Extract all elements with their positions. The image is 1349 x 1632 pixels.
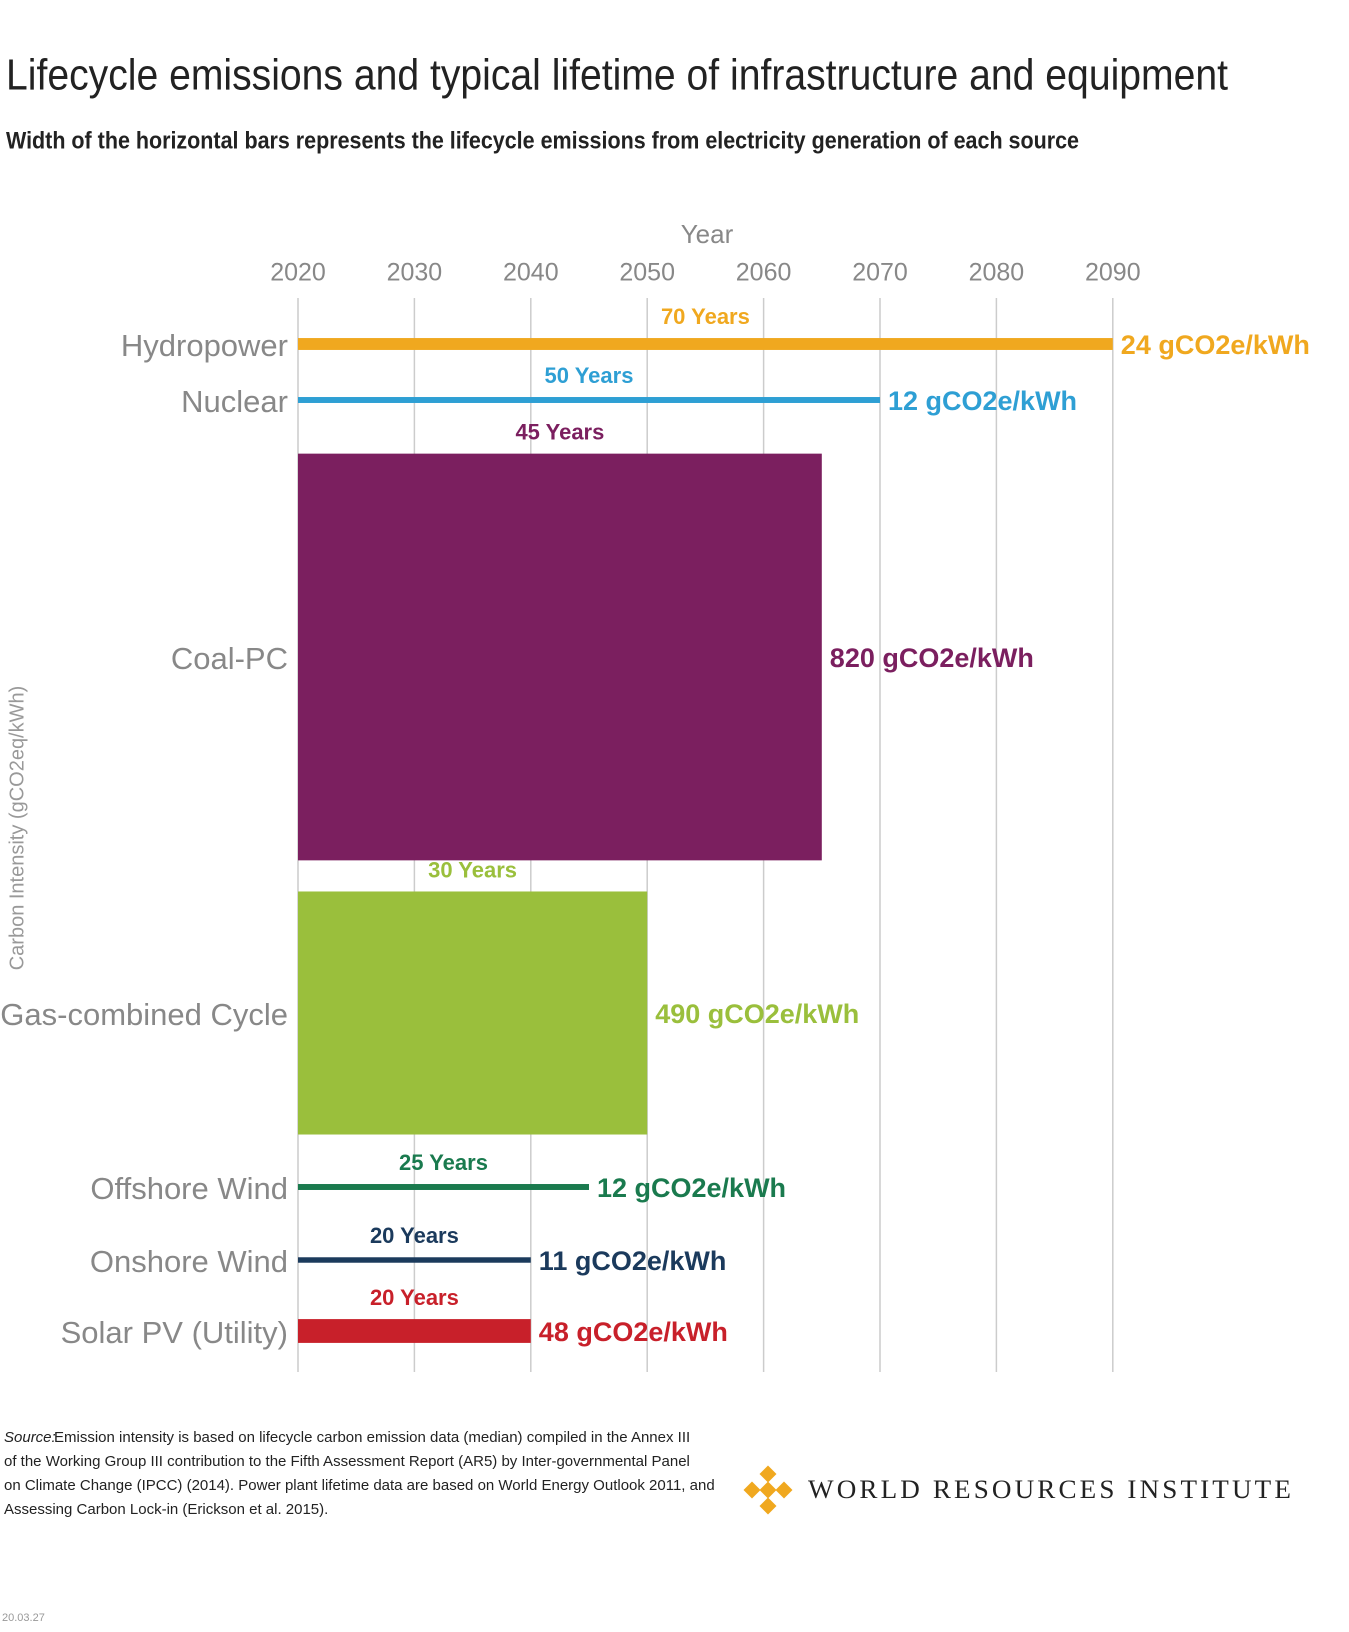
emission-label: 24 gCO2e/kWh xyxy=(1121,330,1310,360)
bar xyxy=(298,1184,589,1190)
chart-subtitle: Width of the horizontal bars represents … xyxy=(6,127,1079,154)
x-axis-label: Year xyxy=(681,219,734,249)
x-tick-label: 2030 xyxy=(387,259,443,287)
x-tick-label: 2080 xyxy=(969,259,1025,287)
x-tick-label: 2060 xyxy=(736,259,792,287)
emission-label: 820 gCO2e/kWh xyxy=(830,643,1034,673)
date: 20.03.27 xyxy=(2,1612,45,1624)
source-line: Emission intensity is based on lifecycle… xyxy=(54,1429,690,1446)
lifetime-label: 70 Years xyxy=(661,304,750,329)
x-tick-label: 2020 xyxy=(270,259,326,287)
x-tick-label: 2050 xyxy=(619,259,675,287)
bar xyxy=(298,891,648,1135)
category-label: Offshore Wind xyxy=(90,1171,288,1206)
lifetime-label: 20 Years xyxy=(370,1223,459,1248)
emission-label: 12 gCO2e/kWh xyxy=(888,386,1077,416)
bar xyxy=(298,397,880,403)
lifetime-label: 50 Years xyxy=(545,363,634,388)
emission-label: 490 gCO2e/kWh xyxy=(655,999,859,1029)
bar xyxy=(298,338,1113,350)
x-tick-label: 2040 xyxy=(503,259,559,287)
category-label: Nuclear xyxy=(181,384,288,419)
x-tick-label: 2090 xyxy=(1085,259,1141,287)
source-line: of the Working Group III contribution to… xyxy=(4,1453,690,1470)
lifetime-label: 20 Years xyxy=(370,1285,459,1310)
bar xyxy=(298,1319,531,1343)
logo-text: WORLD RESOURCES INSTITUTE xyxy=(808,1475,1294,1504)
category-label: Onshore Wind xyxy=(90,1244,288,1279)
emission-label: 12 gCO2e/kWh xyxy=(597,1173,786,1203)
source-line: Assessing Carbon Lock-in (Erickson et al… xyxy=(4,1501,328,1518)
category-label: Hydropower xyxy=(121,328,288,363)
lifetime-label: 25 Years xyxy=(399,1150,488,1175)
source-label: Source: xyxy=(4,1429,56,1446)
category-label: Coal-PC xyxy=(171,641,288,676)
emission-label: 48 gCO2e/kWh xyxy=(539,1317,728,1347)
x-tick-label: 2070 xyxy=(852,259,908,287)
category-label: Gas-combined Cycle xyxy=(0,997,288,1032)
bar xyxy=(298,453,822,861)
y-axis-label: Carbon Intensity (gCO2eq/kWh) xyxy=(6,686,28,971)
emission-label: 11 gCO2e/kWh xyxy=(539,1246,727,1276)
chart-title: Lifecycle emissions and typical lifetime… xyxy=(6,51,1228,100)
lifetime-label: 30 Years xyxy=(428,857,517,882)
lifetime-label: 45 Years xyxy=(515,419,604,444)
source-line: on Climate Change (IPCC) (2014). Power p… xyxy=(4,1477,715,1494)
logo xyxy=(743,1465,793,1515)
category-label: Solar PV (Utility) xyxy=(61,1315,288,1350)
bar xyxy=(298,1257,531,1263)
